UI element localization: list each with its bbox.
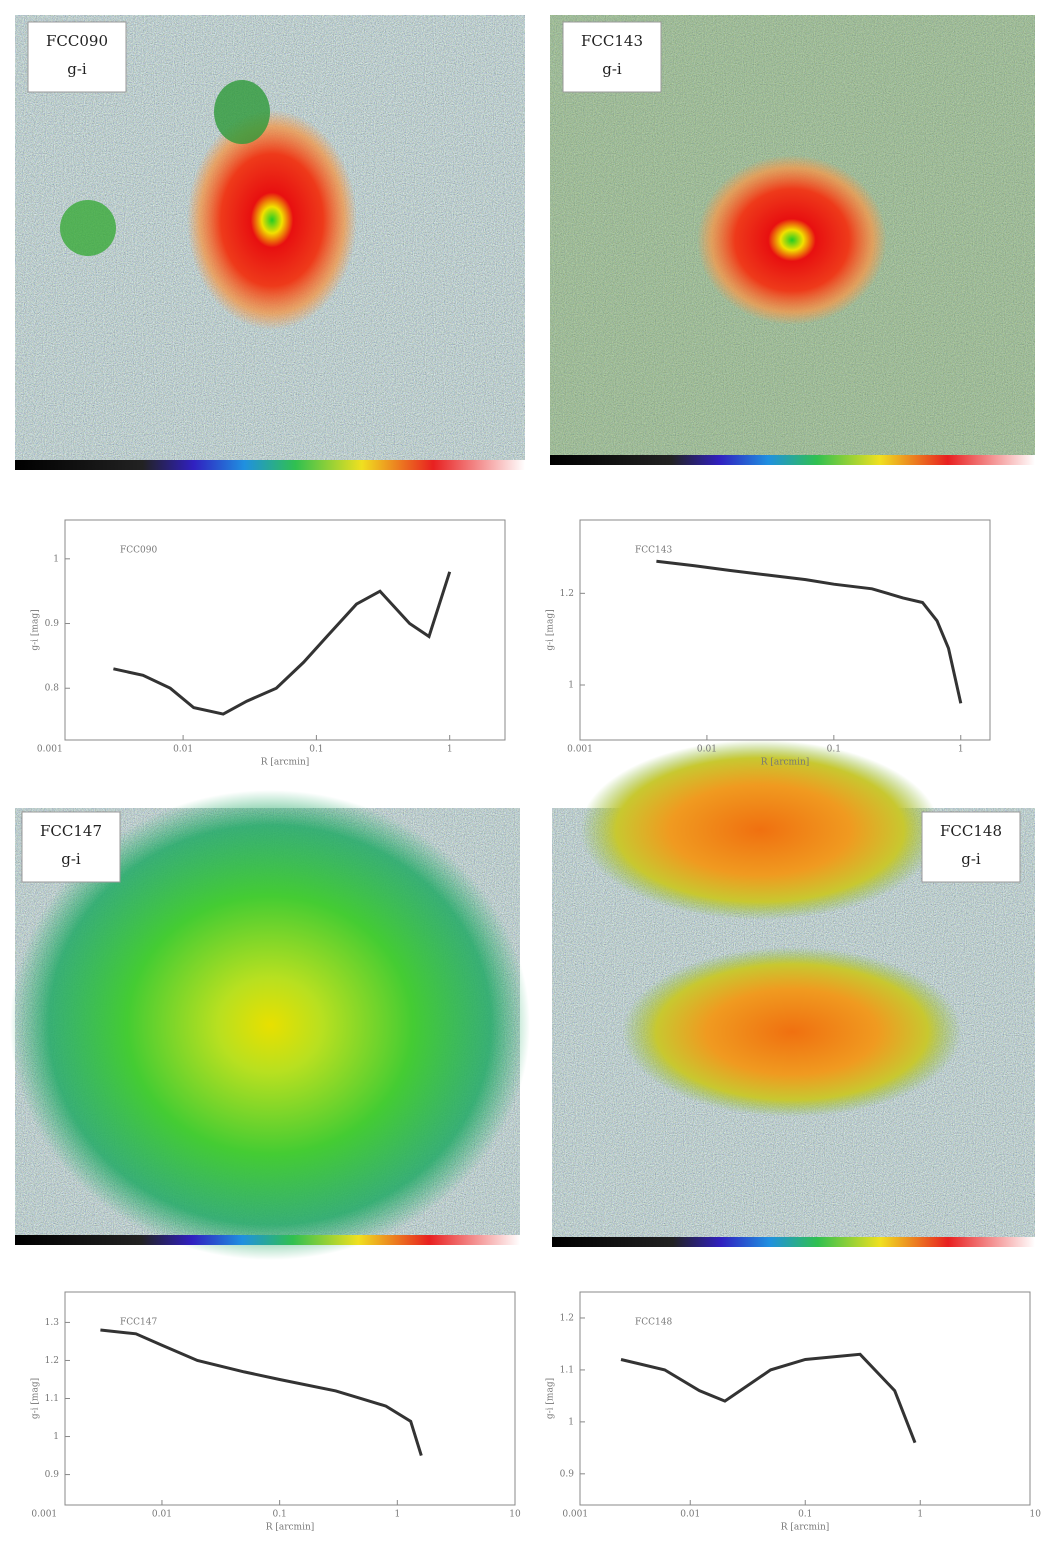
plot-label: FCC143 <box>635 546 672 556</box>
plot-frame <box>64 519 506 741</box>
image-panel <box>552 740 1035 1247</box>
panel-band: g-i <box>61 850 81 868</box>
y-axis-label: g-i [mag] <box>546 1378 556 1419</box>
x-axis-label: R [arcmin] <box>266 1523 315 1533</box>
panel-name: FCC147 <box>40 822 102 840</box>
panel-name: FCC148 <box>940 822 1002 840</box>
y-tick-label: 1.2 <box>560 1313 574 1323</box>
plot-label: FCC090 <box>120 546 157 556</box>
panel-name: FCC143 <box>581 32 643 50</box>
y-axis-label: g-i [mag] <box>546 609 556 650</box>
plot-frame <box>579 519 991 741</box>
x-tick-label: 10 <box>509 1510 521 1520</box>
image-panel <box>15 15 525 470</box>
y-tick-label: 1 <box>568 681 574 691</box>
y-tick-label: 0.9 <box>45 619 60 629</box>
y-tick-label: 1.3 <box>45 1318 60 1328</box>
x-tick-label: 1 <box>394 1510 400 1520</box>
panel-band: g-i <box>67 60 87 78</box>
y-axis-label: g-i [mag] <box>31 1378 41 1419</box>
x-tick-label: 0.1 <box>272 1510 286 1520</box>
x-tick-label: 0.001 <box>37 745 63 755</box>
x-tick-label: 1 <box>447 745 453 755</box>
x-tick-label: 0.1 <box>798 1510 812 1520</box>
plot-label: FCC148 <box>635 1318 672 1328</box>
x-tick-label: 0.1 <box>309 745 323 755</box>
y-tick-label: 1 <box>568 1417 574 1427</box>
x-tick-label: 1 <box>917 1510 923 1520</box>
y-tick-label: 1.2 <box>560 589 574 599</box>
x-tick-label: 1 <box>958 745 964 755</box>
y-tick-label: 0.8 <box>45 684 60 694</box>
y-axis-label: g-i [mag] <box>31 609 41 650</box>
x-axis-label: R [arcmin] <box>761 758 810 768</box>
x-tick-label: 0.001 <box>562 1510 588 1520</box>
x-axis-label: R [arcmin] <box>781 1523 830 1533</box>
y-tick-label: 0.9 <box>45 1470 60 1480</box>
image-panel <box>550 15 1035 465</box>
panel-name: FCC090 <box>46 32 108 50</box>
x-tick-label: 0.01 <box>152 1510 172 1520</box>
plot-label: FCC147 <box>120 1318 157 1328</box>
y-tick-label: 1.1 <box>45 1394 59 1404</box>
panel-band: g-i <box>961 850 981 868</box>
x-tick-label: 0.01 <box>680 1510 700 1520</box>
x-tick-label: 0.01 <box>697 745 717 755</box>
profile-line <box>620 1352 917 1444</box>
profile-line <box>100 1328 423 1457</box>
x-tick-label: 0.001 <box>31 1510 57 1520</box>
x-tick-label: 0.1 <box>827 745 841 755</box>
y-tick-label: 0.9 <box>560 1469 575 1479</box>
panel-band: g-i <box>602 60 622 78</box>
y-tick-label: 1.2 <box>45 1356 59 1366</box>
x-tick-label: 0.001 <box>567 745 593 755</box>
x-tick-label: 10 <box>1030 1510 1042 1520</box>
y-tick-label: 1.1 <box>560 1365 574 1375</box>
y-tick-label: 1 <box>53 1432 59 1442</box>
x-tick-label: 0.01 <box>173 745 193 755</box>
x-axis-label: R [arcmin] <box>261 758 310 768</box>
image-panel <box>10 790 530 1260</box>
y-tick-label: 1 <box>53 554 59 564</box>
profile-line <box>656 559 963 704</box>
profile-line <box>113 571 452 716</box>
